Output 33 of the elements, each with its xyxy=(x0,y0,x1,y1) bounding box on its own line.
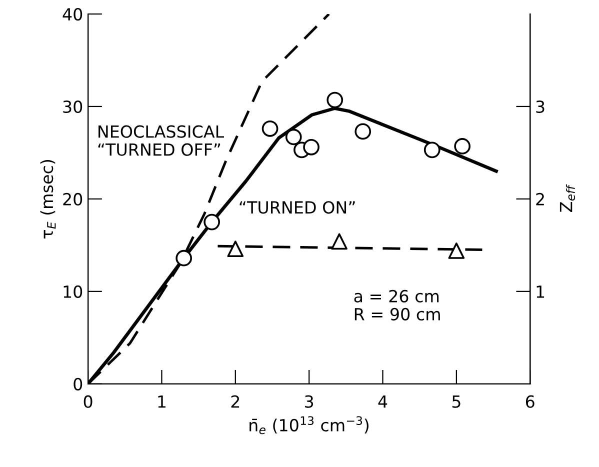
x-tick-label: 4 xyxy=(378,396,388,408)
x-axis-title: n̄$_{e}$ (10$^{13}$ cm$^{−3}$) xyxy=(250,416,368,434)
annotation: “TURNED ON” xyxy=(240,201,355,214)
y-tick-label: 10 xyxy=(64,285,82,298)
y-tick-label: 0 xyxy=(74,378,82,390)
point xyxy=(227,240,244,258)
point xyxy=(454,138,471,154)
point xyxy=(285,128,302,146)
point xyxy=(424,142,440,158)
point xyxy=(262,120,278,137)
point xyxy=(354,123,372,140)
y2-tick-label: 3 xyxy=(536,100,544,114)
point xyxy=(204,214,220,230)
annotation: a = 26 cm R = 90 cm xyxy=(354,290,440,320)
y-tick-label: 40 xyxy=(62,8,82,21)
point xyxy=(448,242,465,259)
x-tick-label: 6 xyxy=(526,395,534,408)
x-tick-label: 0 xyxy=(84,395,92,408)
x-tick-label: 5 xyxy=(452,396,460,408)
point xyxy=(176,250,192,266)
y-axis-title: τ$_{E}$ (msec) xyxy=(40,160,56,238)
y-tick-label: 20 xyxy=(63,192,82,206)
x-tick-label: 2 xyxy=(231,395,240,408)
y2-tick-label: 2 xyxy=(536,192,544,206)
annotation: NEOCLASSICAL “TURNED OFF” xyxy=(98,125,224,156)
point xyxy=(331,233,348,250)
point xyxy=(303,138,320,156)
x-tick-label: 1 xyxy=(158,396,166,408)
point xyxy=(326,92,344,108)
y2-axis-title: Z$_{eff}$ xyxy=(560,184,576,212)
x-tick-label: 3 xyxy=(305,395,314,408)
y-tick-label: 30 xyxy=(63,100,82,114)
y2-tick-label: 1 xyxy=(536,286,544,298)
